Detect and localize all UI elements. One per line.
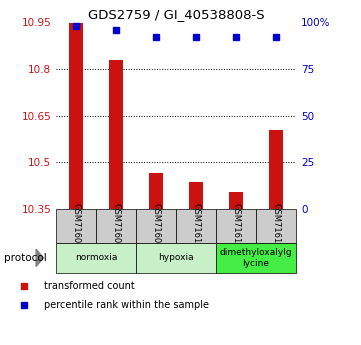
Bar [69,23,83,209]
Bar [189,182,203,209]
Text: GSM71605: GSM71605 [71,203,81,249]
Text: GSM71609: GSM71609 [152,203,161,249]
Bar [136,243,216,273]
Bar [216,243,296,273]
Bar [56,243,136,273]
Text: protocol: protocol [4,253,46,263]
Text: GSM71607: GSM71607 [112,203,121,249]
Bar [176,209,216,243]
Text: transformed count: transformed count [44,282,135,291]
Bar [229,191,243,209]
Text: GSM71616: GSM71616 [271,203,280,249]
Bar [149,173,163,209]
Bar [96,209,136,243]
Title: GDS2759 / GI_40538808-S: GDS2759 / GI_40538808-S [88,8,264,21]
Bar [269,129,283,209]
Text: GSM71615: GSM71615 [231,203,240,249]
Bar [256,209,296,243]
Bar [216,209,256,243]
Bar [109,60,123,209]
Text: normoxia: normoxia [75,253,117,263]
Text: percentile rank within the sample: percentile rank within the sample [44,300,209,310]
Bar [136,209,176,243]
Text: dimethyloxalylg
lycine: dimethyloxalylg lycine [220,248,292,268]
Bar [56,209,96,243]
Polygon shape [36,249,43,266]
Text: hypoxia: hypoxia [158,253,194,263]
Text: GSM71611: GSM71611 [191,203,200,249]
